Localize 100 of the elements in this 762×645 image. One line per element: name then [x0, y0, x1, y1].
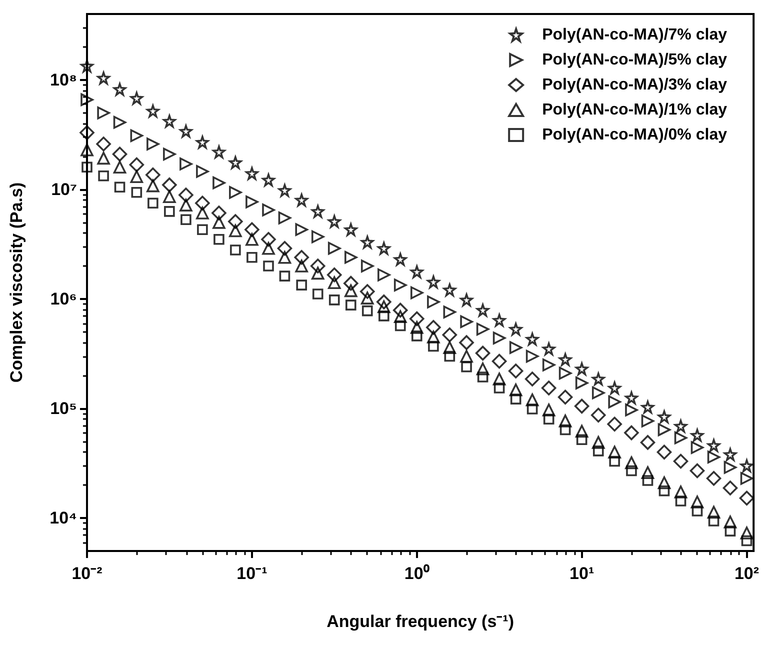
point [80, 93, 94, 106]
point [526, 332, 539, 346]
point [80, 60, 94, 72]
point [113, 82, 126, 96]
point [427, 296, 440, 308]
point [707, 450, 720, 464]
point [739, 490, 754, 506]
point [311, 230, 324, 244]
point [460, 315, 473, 328]
point [427, 330, 440, 344]
point [97, 106, 110, 120]
point [214, 234, 224, 245]
point [163, 114, 176, 128]
point [262, 242, 275, 255]
x-tick-label: 10⁻¹ [236, 564, 268, 583]
point [475, 346, 490, 361]
point [230, 244, 241, 256]
legend-label: Poly(AN-co-MA)/3% clay [542, 76, 728, 94]
x-tick-label: 10² [734, 564, 760, 583]
point [394, 320, 406, 332]
point [328, 276, 341, 290]
point [740, 459, 754, 472]
point [80, 125, 94, 140]
point [96, 136, 111, 152]
point [360, 284, 375, 299]
point [130, 92, 144, 105]
point [724, 526, 736, 536]
point [278, 212, 292, 224]
point [246, 232, 258, 246]
point [146, 179, 160, 192]
point [360, 292, 374, 304]
point [310, 258, 326, 274]
point [674, 431, 688, 444]
point [740, 472, 754, 485]
point [542, 404, 556, 416]
point [722, 480, 738, 496]
point [443, 341, 456, 354]
point [492, 354, 507, 369]
point [560, 424, 571, 436]
point [394, 252, 407, 266]
point [360, 260, 374, 272]
point [708, 516, 720, 526]
point [592, 386, 605, 400]
point [526, 393, 539, 406]
point [692, 506, 703, 516]
point [574, 398, 590, 414]
point [542, 358, 556, 372]
point [296, 280, 307, 290]
y-tick-label: 10⁵ [50, 399, 77, 418]
point [295, 260, 308, 272]
point [509, 322, 522, 336]
point [459, 335, 474, 350]
point [642, 475, 654, 486]
point [410, 265, 424, 278]
point [345, 300, 356, 310]
point [131, 187, 142, 198]
point [246, 252, 258, 263]
point [740, 526, 754, 540]
point [690, 496, 704, 508]
point [178, 188, 194, 202]
point [197, 224, 208, 236]
point [148, 198, 158, 209]
point [196, 165, 209, 178]
point [706, 471, 722, 486]
point [609, 456, 620, 467]
point [592, 372, 605, 386]
point [558, 366, 572, 380]
point [114, 182, 126, 193]
point [625, 404, 638, 416]
point [343, 276, 358, 291]
point [113, 160, 126, 174]
point [575, 424, 588, 438]
point [476, 362, 490, 376]
point [228, 214, 243, 229]
point [410, 321, 424, 334]
point [163, 190, 176, 204]
point [426, 320, 441, 335]
point [376, 294, 392, 310]
point [261, 232, 276, 247]
point [658, 485, 670, 496]
point [80, 143, 94, 156]
legend-label: Poly(AN-co-MA)/1% clay [542, 102, 728, 118]
point [658, 476, 671, 490]
point [328, 294, 340, 306]
point [444, 350, 456, 362]
point [146, 138, 160, 150]
point [130, 129, 144, 142]
point [112, 146, 128, 162]
point [246, 195, 258, 208]
point [279, 270, 290, 282]
point [707, 506, 720, 519]
point [196, 136, 209, 149]
point [461, 361, 472, 372]
point [294, 250, 309, 265]
point [508, 364, 524, 378]
y-tick-label: 10⁷ [51, 180, 77, 199]
point [130, 170, 144, 184]
point [510, 394, 522, 404]
point [690, 441, 704, 454]
point [592, 446, 604, 456]
